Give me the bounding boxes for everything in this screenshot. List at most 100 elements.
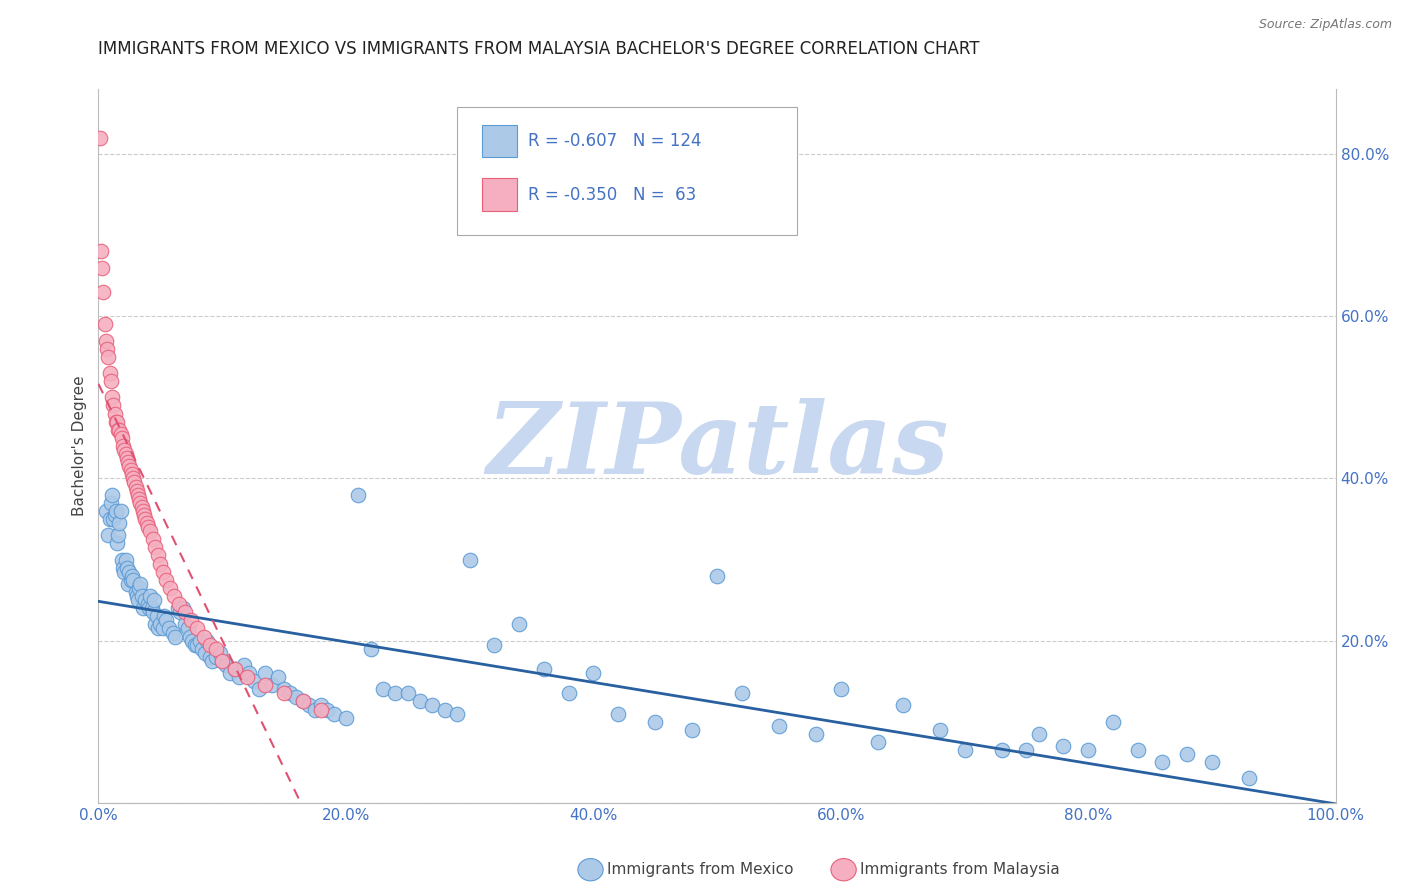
Point [125, 483, 148, 498]
Point [100, 496, 122, 510]
Point [117, 577, 139, 591]
Point [215, 657, 238, 672]
Point [104, 504, 127, 518]
Point [260, 678, 283, 692]
Point [124, 479, 146, 493]
Y-axis label: Bachelor's Degree: Bachelor's Degree [72, 376, 87, 516]
Point [112, 560, 135, 574]
Point [224, 662, 246, 676]
Point [118, 565, 141, 579]
Point [236, 670, 259, 684]
Point [384, 686, 406, 700]
Point [533, 662, 555, 676]
Point [94, 334, 117, 348]
Point [347, 488, 370, 502]
Point [644, 714, 666, 729]
Text: R = -0.350   N =  63: R = -0.350 N = 63 [527, 186, 696, 203]
Point [143, 541, 166, 555]
Point [128, 581, 150, 595]
Point [125, 589, 148, 603]
Point [304, 702, 326, 716]
Point [122, 471, 145, 485]
Point [134, 512, 156, 526]
Point [121, 467, 143, 482]
Text: Source: ZipAtlas.com: Source: ZipAtlas.com [1258, 18, 1392, 31]
Point [188, 633, 211, 648]
Point [291, 694, 314, 708]
Point [1126, 743, 1149, 757]
Point [162, 625, 184, 640]
Point [145, 609, 167, 624]
Point [316, 702, 339, 716]
Point [149, 557, 172, 571]
Point [218, 666, 240, 681]
Point [193, 630, 215, 644]
Point [153, 609, 176, 624]
Point [508, 617, 530, 632]
FancyBboxPatch shape [457, 107, 797, 235]
Point [198, 649, 221, 664]
Point [100, 374, 122, 388]
Point [103, 508, 125, 522]
Point [607, 706, 630, 721]
Point [866, 735, 889, 749]
Point [139, 589, 162, 603]
Text: Immigrants from Malaysia: Immigrants from Malaysia [860, 863, 1060, 877]
Point [142, 605, 165, 619]
Point [169, 605, 191, 619]
Point [103, 512, 125, 526]
Point [186, 638, 208, 652]
Point [205, 649, 228, 664]
Point [136, 597, 159, 611]
Point [111, 552, 134, 566]
Point [93, 285, 115, 299]
Point [233, 657, 256, 672]
Point [155, 613, 177, 627]
Point [681, 723, 703, 737]
Point [112, 439, 135, 453]
Point [309, 698, 332, 713]
Point [117, 455, 139, 469]
Point [128, 491, 150, 506]
Point [166, 601, 188, 615]
Point [198, 638, 221, 652]
Point [191, 641, 214, 656]
Point [557, 686, 579, 700]
Point [114, 552, 136, 566]
Point [136, 520, 159, 534]
Point [115, 560, 138, 574]
Point [146, 549, 169, 563]
Point [152, 622, 174, 636]
Text: Immigrants from Mexico: Immigrants from Mexico [607, 863, 794, 877]
Point [143, 593, 166, 607]
Point [135, 516, 157, 530]
Point [990, 743, 1012, 757]
Point [115, 451, 138, 466]
Point [141, 601, 163, 615]
Point [1237, 772, 1260, 786]
Point [804, 727, 827, 741]
Point [238, 666, 260, 681]
Point [91, 260, 114, 275]
Point [195, 633, 218, 648]
Point [211, 654, 233, 668]
Point [174, 605, 197, 619]
Point [105, 536, 128, 550]
Point [194, 646, 217, 660]
Point [201, 654, 224, 668]
Point [322, 706, 344, 721]
Point [706, 568, 728, 582]
Point [110, 504, 132, 518]
Point [184, 638, 207, 652]
Point [104, 415, 127, 429]
FancyBboxPatch shape [482, 125, 516, 157]
Point [309, 702, 332, 716]
Point [112, 565, 135, 579]
Point [93, 318, 115, 332]
Point [120, 463, 142, 477]
Point [167, 597, 190, 611]
Point [124, 475, 146, 490]
Point [285, 690, 308, 705]
Point [1175, 747, 1198, 761]
Point [433, 702, 456, 716]
